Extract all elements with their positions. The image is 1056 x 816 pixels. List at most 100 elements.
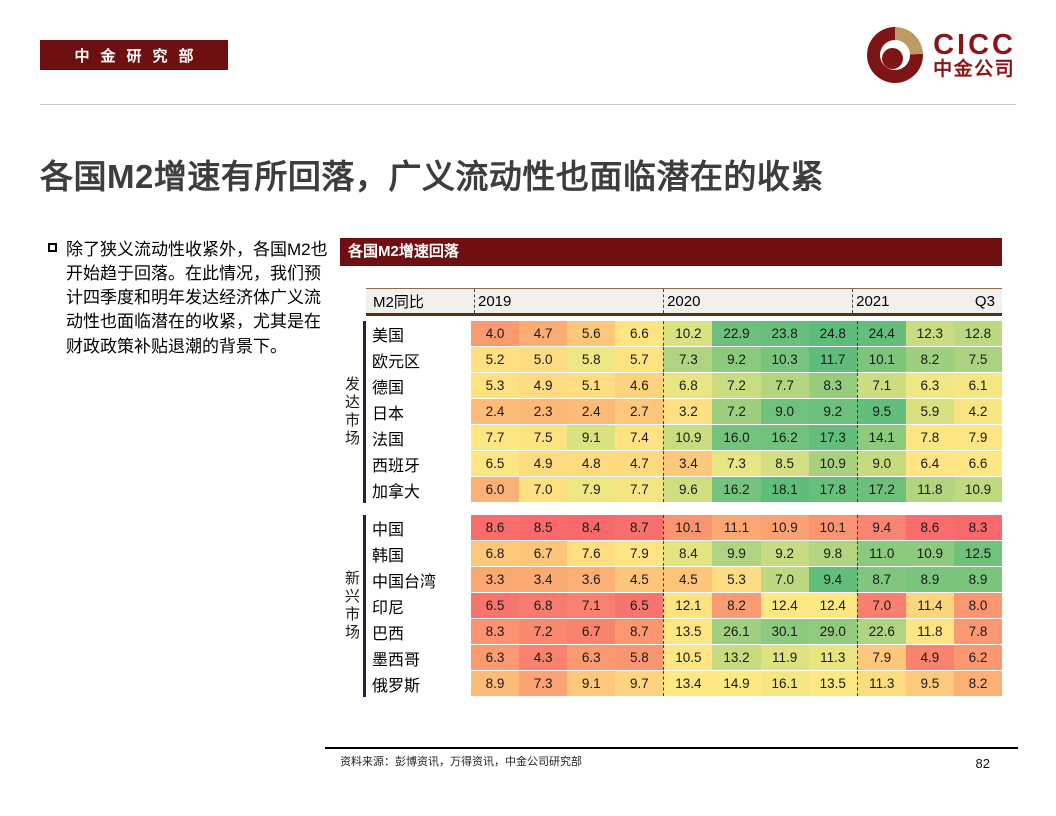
heatmap-cell: 7.8 (953, 619, 1003, 644)
table-row: 加拿大 6.0 7.0 7.9 7.7 9.6 16.2 18.1 17.8 17.2 11.8 10… (366, 477, 1003, 502)
heatmap-cell: 7.2 (712, 373, 761, 398)
heatmap-cell: 4.7 (519, 321, 568, 346)
heatmap-cell: 8.2 (953, 671, 1003, 696)
heatmap-cell: 5.8 (615, 645, 664, 670)
heatmap-cell: 9.5 (905, 671, 954, 696)
market-group-label: 发达市场 (343, 376, 360, 448)
heatmap-cell: 10.9 (905, 541, 954, 566)
heatmap-cell: 3.4 (519, 567, 568, 592)
heatmap-cell: 30.1 (760, 619, 809, 644)
heatmap-cell: 9.2 (760, 541, 809, 566)
header-spacer-cell (524, 289, 570, 313)
group-rows: 美国 4.0 4.7 5.6 6.6 10.2 22.9 23.8 24.8 24.4 12.3 12… (363, 321, 1003, 503)
heatmap-cell: 11.8 (905, 619, 954, 644)
heatmap-cell: 8.2 (905, 347, 954, 372)
square-bullet-icon (48, 243, 57, 252)
heatmap-cell: 4.3 (519, 645, 568, 670)
heatmap-cell: 6.8 (471, 541, 520, 566)
heatmap-cell: 6.5 (471, 451, 520, 476)
heatmap-cell: 12.4 (760, 593, 809, 618)
country-label: 巴西 (366, 619, 471, 644)
heatmap-cell: 6.7 (519, 541, 568, 566)
header-spacer-cell (713, 289, 759, 313)
heatmap-cell: 6.0 (471, 477, 520, 502)
heatmap-cell: 6.4 (905, 451, 954, 476)
heatmap-cell: 3.6 (567, 567, 616, 592)
logo-en-label: CICC (933, 28, 1016, 61)
heatmap-cell: 7.7 (471, 425, 520, 450)
heatmap-cell: 16.1 (760, 671, 809, 696)
footer-divider (325, 747, 1018, 749)
unit-label: M2同比 (373, 293, 424, 311)
heatmap-cell: 14.1 (856, 425, 906, 450)
country-label: 西班牙 (366, 451, 471, 476)
heatmap-cell: 3.2 (663, 399, 713, 424)
table-row: 印尼 6.5 6.8 7.1 6.5 12.1 8.2 12.4 12.4 7.0 11.4 8.0 (366, 593, 1003, 618)
heatmap-cell: 5.3 (712, 567, 761, 592)
heatmap-cell: 22.9 (712, 321, 761, 346)
quarter-label: Q3 (974, 292, 995, 310)
heatmap-cell: 4.5 (615, 567, 664, 592)
cicc-logo-icon (867, 27, 924, 83)
heatmap-cell: 6.2 (953, 645, 1003, 670)
heatmap-cell: 6.5 (615, 593, 664, 618)
heatmap-cell: 7.3 (663, 347, 713, 372)
table-row: 中国台湾 3.3 3.4 3.6 4.5 4.5 5.3 7.0 9.4 8.7 8.9 8.9 (366, 567, 1003, 592)
table-row: 德国 5.3 4.9 5.1 4.6 6.8 7.2 7.7 8.3 7.1 6.3 6.1 (366, 373, 1003, 398)
heatmap-cell: 8.3 (808, 373, 857, 398)
heatmap-cell: 10.9 (953, 477, 1003, 502)
country-label: 日本 (366, 399, 471, 424)
heatmap-cell: 8.7 (856, 567, 906, 592)
source-note: 资料来源：彭博资讯，万得资讯，中金公司研究部 (340, 756, 582, 768)
heatmap-cell: 29.0 (808, 619, 857, 644)
heatmap-cell: 13.5 (808, 671, 857, 696)
country-label: 中国 (366, 515, 471, 540)
header-spacer-cell (902, 289, 948, 313)
heatmap-cell: 7.9 (856, 645, 906, 670)
country-label: 德国 (366, 373, 471, 398)
heatmap-cell: 8.5 (760, 451, 809, 476)
heatmap-cell: 8.9 (471, 671, 520, 696)
header-divider (40, 104, 1016, 105)
heatmap-cell: 8.6 (905, 515, 954, 540)
heatmap-cell: 2.4 (471, 399, 520, 424)
heatmap-cell: 7.4 (615, 425, 664, 450)
heatmap-cell: 5.3 (471, 373, 520, 398)
country-label: 中国台湾 (366, 567, 471, 592)
heatmap-cell: 9.1 (567, 425, 616, 450)
heatmap-cell: 17.2 (856, 477, 906, 502)
heatmap-cell: 5.2 (471, 347, 520, 372)
year-label: 2020 (663, 289, 713, 313)
heatmap-cell: 8.7 (615, 515, 664, 540)
country-label: 俄罗斯 (366, 671, 471, 696)
heatmap-cell: 7.2 (712, 399, 761, 424)
heatmap-cell: 4.0 (471, 321, 520, 346)
table-row: 西班牙 6.5 4.9 4.8 4.7 3.4 7.3 8.5 10.9 9.0 6.4 6.6 (366, 451, 1003, 476)
heatmap-cell: 8.6 (471, 515, 520, 540)
heatmap-cell: 7.3 (712, 451, 761, 476)
heatmap-cell: 12.4 (808, 593, 857, 618)
heatmap-cell: 5.1 (567, 373, 616, 398)
group-label-spacer (340, 288, 366, 316)
heatmap-cell: 10.5 (663, 645, 713, 670)
heatmap-cell: 4.9 (905, 645, 954, 670)
heatmap-cell: 8.7 (615, 619, 664, 644)
heatmap-cell: 7.5 (953, 347, 1003, 372)
market-group-label: 新兴市场 (343, 570, 360, 642)
research-dept-badge: 中金研究部 (40, 40, 228, 70)
heatmap-cell: 4.6 (615, 373, 664, 398)
group-rows: 中国 8.6 8.5 8.4 8.7 10.1 11.1 10.9 10.1 9.4 8.6 8.3 韩… (363, 515, 1003, 697)
heatmap-cell: 9.6 (663, 477, 713, 502)
heatmap-cell: 6.8 (663, 373, 713, 398)
heatmap-cell: 4.2 (953, 399, 1003, 424)
heatmap-cell: 6.3 (905, 373, 954, 398)
table-row: 巴西 8.3 7.2 6.7 8.7 13.5 26.1 30.1 29.0 22.6 11.8 7.… (366, 619, 1003, 644)
heatmap-cell: 24.4 (856, 321, 906, 346)
heatmap-cell: 11.4 (905, 593, 954, 618)
heatmap-cell: 7.9 (567, 477, 616, 502)
heatmap-cell: 11.7 (808, 347, 857, 372)
heatmap-cell: 7.9 (953, 425, 1003, 450)
table-header-row: M2同比 2019 2020 2021 Q3 (340, 288, 1002, 316)
heatmap-cell: 3.4 (663, 451, 713, 476)
heatmap-cell: 10.9 (663, 425, 713, 450)
